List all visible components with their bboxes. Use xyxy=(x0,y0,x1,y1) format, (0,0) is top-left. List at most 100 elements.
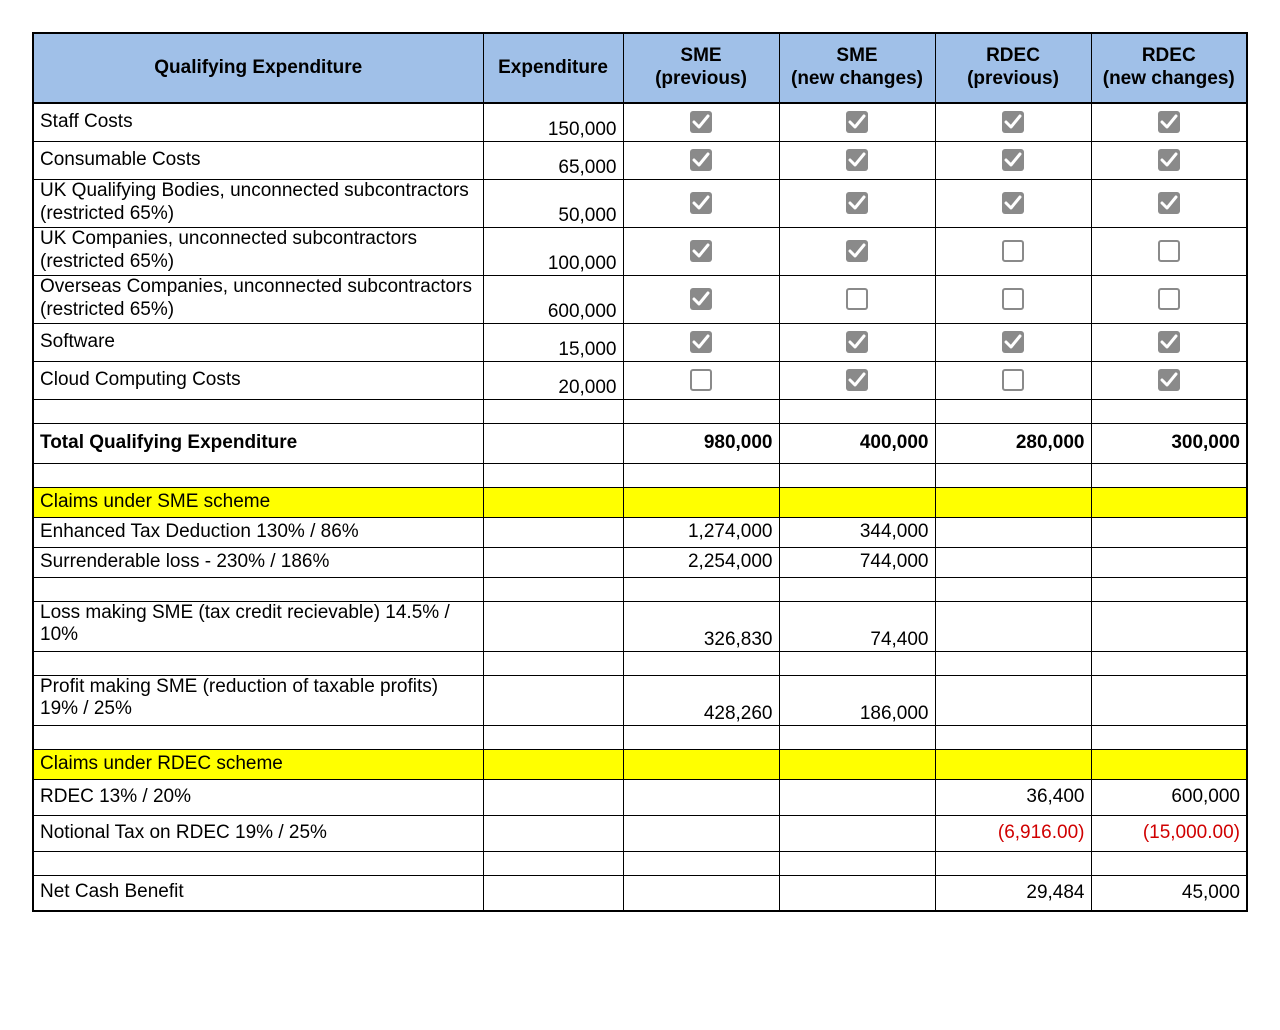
row-value: 326,830 xyxy=(623,601,779,651)
checkbox-checked-icon xyxy=(1158,149,1180,171)
table-header: Qualifying Expenditure Expenditure SME (… xyxy=(33,33,1247,103)
table-row: Loss making SME (tax credit recievable) … xyxy=(33,601,1247,651)
row-label: Staff Costs xyxy=(33,103,483,141)
row-check xyxy=(935,323,1091,361)
row-label: Net Cash Benefit xyxy=(33,875,483,911)
row-expenditure xyxy=(483,547,623,577)
row-value xyxy=(1091,517,1247,547)
row-value xyxy=(779,875,935,911)
table-row: Claims under RDEC scheme xyxy=(33,749,1247,779)
row-check xyxy=(935,179,1091,227)
checkbox-unchecked-icon xyxy=(690,369,712,391)
spacer-cell xyxy=(623,651,779,675)
table-row: Total Qualifying Expenditure980,000400,0… xyxy=(33,423,1247,463)
header-sublabel: (new changes) xyxy=(1098,68,1241,91)
table-row: RDEC 13% / 20%36,400600,000 xyxy=(33,779,1247,815)
header-expenditure: Expenditure xyxy=(483,33,623,103)
checkbox-checked-icon xyxy=(690,240,712,262)
checkbox-unchecked-icon xyxy=(1002,288,1024,310)
row-expenditure: 100,000 xyxy=(483,227,623,275)
checkbox-unchecked-icon xyxy=(846,288,868,310)
spacer-cell xyxy=(1091,725,1247,749)
row-value xyxy=(1091,675,1247,725)
checkbox-checked-icon xyxy=(846,111,868,133)
checkbox-checked-icon xyxy=(846,240,868,262)
spacer-cell xyxy=(33,399,483,423)
row-check xyxy=(935,275,1091,323)
header-sme-new: SME (new changes) xyxy=(779,33,935,103)
table-row: Overseas Companies, unconnected subcontr… xyxy=(33,275,1247,323)
spacer-cell xyxy=(935,651,1091,675)
checkbox-checked-icon xyxy=(846,192,868,214)
row-check xyxy=(623,361,779,399)
table-row: Staff Costs150,000 xyxy=(33,103,1247,141)
spacer-cell xyxy=(1091,399,1247,423)
row-expenditure xyxy=(483,815,623,851)
row-check xyxy=(935,103,1091,141)
spacer-cell xyxy=(483,725,623,749)
row-value xyxy=(779,779,935,815)
qualifying-expenditure-table: Qualifying Expenditure Expenditure SME (… xyxy=(32,32,1248,912)
spacer-cell xyxy=(935,577,1091,601)
row-check xyxy=(779,103,935,141)
row-value: 428,260 xyxy=(623,675,779,725)
header-label: Expenditure xyxy=(498,57,608,78)
row-value xyxy=(935,517,1091,547)
checkbox-checked-icon xyxy=(1002,149,1024,171)
checkbox-checked-icon xyxy=(1158,111,1180,133)
spacer-cell xyxy=(483,463,623,487)
checkbox-checked-icon xyxy=(1158,331,1180,353)
spacer-cell xyxy=(483,851,623,875)
spacer-cell xyxy=(483,651,623,675)
row-value xyxy=(623,815,779,851)
table-row: Notional Tax on RDEC 19% / 25%(6,916.00)… xyxy=(33,815,1247,851)
row-label: Claims under SME scheme xyxy=(33,487,483,517)
table-body: Staff Costs150,000Consumable Costs65,000… xyxy=(33,103,1247,911)
checkbox-unchecked-icon xyxy=(1002,369,1024,391)
row-check xyxy=(623,179,779,227)
row-check xyxy=(623,323,779,361)
spacer-cell xyxy=(483,577,623,601)
spacer-cell xyxy=(1091,463,1247,487)
row-check xyxy=(623,141,779,179)
row-value xyxy=(935,749,1091,779)
row-value: 1,274,000 xyxy=(623,517,779,547)
spacer-cell xyxy=(935,399,1091,423)
header-rdec-previous: RDEC (previous) xyxy=(935,33,1091,103)
spacer-cell xyxy=(779,651,935,675)
row-label: Profit making SME (reduction of taxable … xyxy=(33,675,483,725)
row-check xyxy=(1091,227,1247,275)
row-value: 600,000 xyxy=(1091,779,1247,815)
table-row xyxy=(33,851,1247,875)
row-label: Consumable Costs xyxy=(33,141,483,179)
row-expenditure: 65,000 xyxy=(483,141,623,179)
row-expenditure xyxy=(483,749,623,779)
checkbox-checked-icon xyxy=(1158,192,1180,214)
row-value xyxy=(1091,547,1247,577)
row-check xyxy=(779,227,935,275)
table-row xyxy=(33,399,1247,423)
row-value: 300,000 xyxy=(1091,423,1247,463)
row-check xyxy=(623,227,779,275)
row-check xyxy=(779,179,935,227)
header-label: RDEC xyxy=(942,45,1085,68)
table-row xyxy=(33,577,1247,601)
row-expenditure xyxy=(483,675,623,725)
spacer-cell xyxy=(483,399,623,423)
checkbox-checked-icon xyxy=(1158,369,1180,391)
spacer-cell xyxy=(623,399,779,423)
row-check xyxy=(1091,275,1247,323)
row-label: Surrenderable loss - 230% / 186% xyxy=(33,547,483,577)
spacer-cell xyxy=(935,725,1091,749)
spacer-cell xyxy=(33,651,483,675)
row-expenditure: 50,000 xyxy=(483,179,623,227)
row-value: 36,400 xyxy=(935,779,1091,815)
checkbox-checked-icon xyxy=(1002,192,1024,214)
row-label: UK Companies, unconnected subcontractors… xyxy=(33,227,483,275)
row-value xyxy=(1091,601,1247,651)
row-value xyxy=(935,487,1091,517)
row-check xyxy=(1091,323,1247,361)
row-label: Total Qualifying Expenditure xyxy=(33,423,483,463)
checkbox-checked-icon xyxy=(846,331,868,353)
row-label: Claims under RDEC scheme xyxy=(33,749,483,779)
